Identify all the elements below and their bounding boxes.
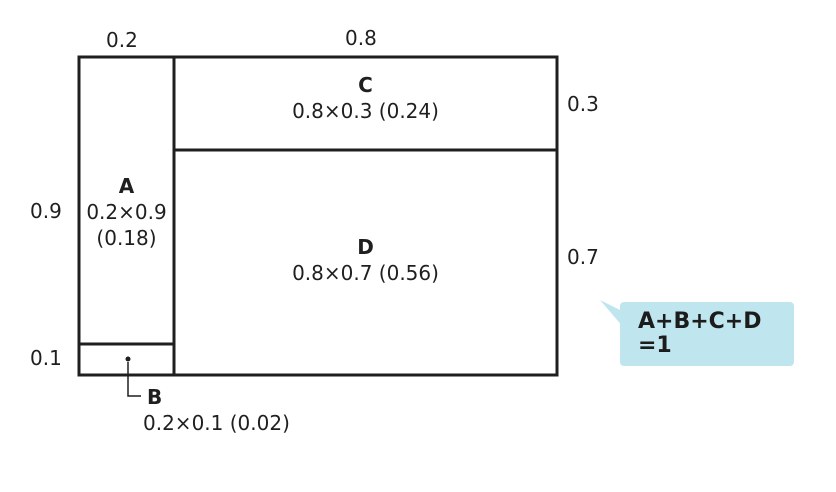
outer-square xyxy=(77,55,559,377)
b-leader-line xyxy=(127,362,141,397)
sum-callout-line2: =1 xyxy=(638,333,672,358)
region-b-letter: B xyxy=(147,385,163,409)
region-c-letter: C xyxy=(358,73,373,97)
b-leader-dot xyxy=(125,356,131,362)
sum-callout: A+B+C+D =1 xyxy=(620,302,794,366)
left-height-label-b: 0.1 xyxy=(30,346,62,370)
region-b-expr: 0.2×0.1 (0.02) xyxy=(143,411,290,435)
top-width-label-cd: 0.8 xyxy=(345,26,377,50)
region-c-expr: 0.8×0.3 (0.24) xyxy=(292,99,439,123)
region-a-letter: A xyxy=(118,174,135,198)
top-width-label-a: 0.2 xyxy=(106,28,138,52)
right-height-label-d: 0.7 xyxy=(567,245,599,269)
right-height-label-c: 0.3 xyxy=(567,92,599,116)
region-a-expr: 0.2×0.9 xyxy=(86,200,167,224)
left-height-label-a: 0.9 xyxy=(30,199,62,223)
region-d-expr: 0.8×0.7 (0.56) xyxy=(292,261,439,285)
callout-pointer xyxy=(600,300,624,328)
region-a-value: (0.18) xyxy=(96,226,157,250)
sum-callout-text: A+B+C+D =1 xyxy=(638,310,762,358)
sum-callout-line1: A+B+C+D xyxy=(638,309,762,334)
region-d-letter: D xyxy=(357,235,374,259)
